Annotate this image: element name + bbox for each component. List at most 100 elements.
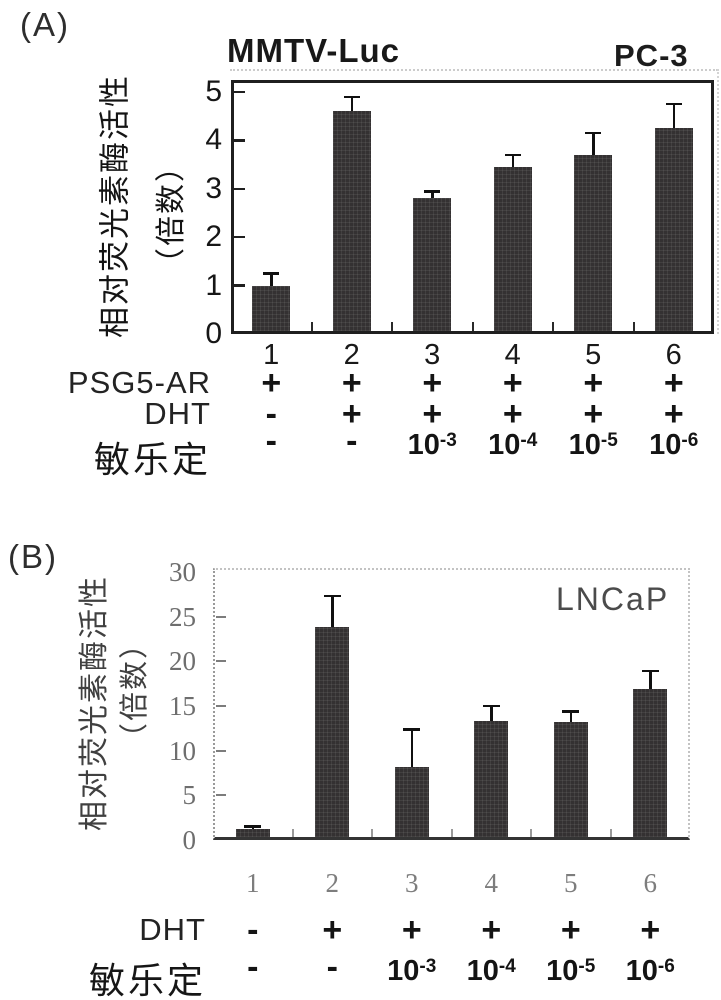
panel-a-label: (A)	[20, 6, 70, 43]
y-tick-label: 0	[205, 317, 222, 350]
error-bar	[431, 191, 434, 199]
condition-value: 10-6	[625, 955, 675, 987]
chart-a-outer-border-right	[717, 69, 719, 334]
condition-value: 10-4	[488, 429, 538, 461]
condition-value: +	[583, 395, 604, 433]
y-tick-mark	[216, 749, 226, 752]
chart-a-title: MMTV-Luc	[227, 32, 400, 69]
chart-a-plot-area	[231, 80, 714, 334]
y-tick-label: 2	[205, 220, 222, 254]
lane-label: 1	[263, 339, 280, 371]
condition-value: 10-3	[407, 429, 457, 461]
y-tick-mark	[216, 660, 226, 663]
error-bar	[331, 596, 334, 628]
y-tick-mark	[216, 615, 226, 618]
bar	[574, 154, 613, 331]
chart-b-plot-area	[213, 568, 690, 840]
bar	[493, 167, 532, 331]
y-tick-mark	[216, 794, 226, 797]
y-tick-label: 10	[169, 735, 196, 766]
y-tick-label: 5	[205, 75, 222, 108]
condition-value: -	[247, 911, 259, 949]
error-bar-cap	[562, 710, 580, 713]
condition-row-label: PSG5-AR	[67, 365, 211, 400]
y-tick-label: 0	[182, 825, 197, 855]
condition-value: +	[422, 364, 443, 402]
error-bar	[270, 273, 273, 286]
error-bar	[350, 96, 353, 112]
condition-value: 10-5	[568, 429, 618, 461]
error-bar	[410, 729, 413, 767]
bar	[633, 689, 668, 837]
lane-label: 1	[246, 868, 260, 898]
x-tick-mark	[530, 829, 532, 837]
bar	[235, 829, 270, 837]
error-bar-cap	[482, 704, 500, 708]
y-tick-label: 25	[169, 601, 196, 632]
error-bar-cap	[665, 102, 682, 106]
error-bar-cap	[323, 594, 341, 598]
condition-row-label: 敏乐定	[93, 439, 211, 480]
chart-b-cell-line: LNCaP	[556, 581, 670, 617]
condition-value: +	[663, 395, 684, 433]
error-bar	[251, 826, 254, 830]
y-tick-label: 30	[169, 557, 196, 587]
bar	[252, 285, 291, 331]
panel-b-label: (B)	[8, 538, 58, 575]
error-bar-cap	[641, 669, 659, 673]
error-bar	[672, 104, 675, 129]
lane-label: 4	[504, 339, 521, 371]
chart-a-cell-line: PC-3	[614, 38, 689, 73]
error-bar	[592, 133, 595, 155]
condition-value: +	[322, 911, 343, 949]
x-tick-mark	[552, 322, 554, 331]
condition-value: 10-4	[466, 955, 516, 987]
condition-value: 10-6	[649, 429, 699, 461]
condition-row-label: DHT	[139, 912, 206, 947]
chart-b-y-axis-label: 相对荧光素酶活性	[78, 575, 111, 831]
x-tick-mark	[310, 322, 313, 331]
error-bar-cap	[244, 825, 262, 828]
y-tick-mark	[234, 139, 245, 142]
lane-label: 2	[325, 868, 340, 898]
condition-row-label: 敏乐定	[88, 960, 206, 1000]
condition-value: +	[261, 364, 282, 402]
x-tick-mark	[450, 829, 453, 837]
lane-label: 4	[484, 868, 499, 898]
y-tick-label: 15	[169, 691, 196, 721]
y-tick-mark	[234, 187, 245, 190]
bar	[332, 111, 371, 331]
lane-label: 5	[564, 868, 578, 898]
error-bar	[490, 706, 493, 722]
lane-label: 6	[643, 868, 658, 898]
condition-value: +	[502, 364, 523, 402]
condition-value: +	[640, 911, 661, 949]
error-bar	[569, 711, 572, 723]
lane-label: 5	[585, 339, 602, 371]
condition-value: +	[560, 911, 581, 949]
chart-a-y-axis-label: 相对荧光素酶活性	[97, 74, 133, 338]
x-tick-mark	[632, 322, 635, 331]
error-bar-cap	[585, 131, 602, 135]
condition-value: +	[663, 364, 684, 402]
bar	[654, 128, 693, 331]
error-bar-cap	[343, 95, 360, 99]
x-tick-mark	[391, 322, 393, 331]
lane-label: 6	[665, 339, 682, 371]
condition-value: +	[583, 364, 604, 402]
condition-value: +	[422, 395, 443, 433]
lane-label: 2	[343, 339, 360, 371]
error-bar-cap	[403, 727, 421, 731]
condition-value: +	[341, 395, 362, 433]
y-tick-mark	[216, 704, 226, 708]
condition-value: -	[265, 395, 277, 433]
y-tick-label: 5	[182, 780, 197, 811]
error-bar-cap	[504, 153, 521, 157]
condition-value: -	[326, 948, 338, 986]
condition-row-label: DHT	[144, 396, 211, 431]
condition-value: 10-5	[546, 955, 596, 987]
bar	[553, 722, 588, 837]
condition-value: -	[346, 422, 358, 460]
bar	[413, 198, 452, 331]
y-tick-label: 3	[205, 171, 222, 205]
